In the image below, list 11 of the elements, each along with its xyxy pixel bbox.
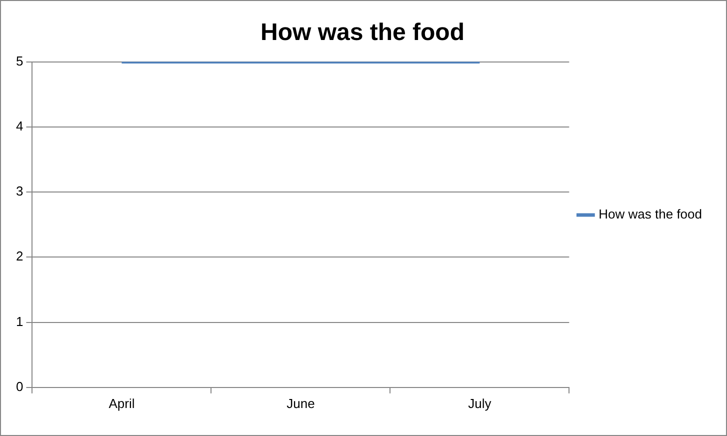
x-tick-label: July: [468, 396, 492, 411]
y-tick-label: 2: [16, 248, 24, 264]
y-tick-label: 4: [16, 118, 24, 134]
legend-label: How was the food: [598, 206, 702, 222]
y-tick-label: 0: [16, 378, 24, 394]
chart-title: How was the food: [260, 19, 464, 46]
y-tick-label: 5: [16, 53, 24, 68]
y-tick-label: 1: [16, 314, 24, 329]
x-tick-label: April: [108, 396, 135, 411]
x-tick-label: June: [286, 396, 315, 411]
y-tick-label: 3: [16, 184, 24, 199]
